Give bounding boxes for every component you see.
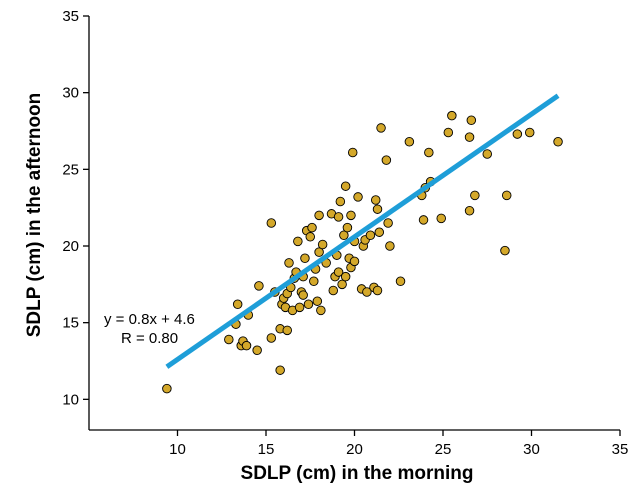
data-point [340, 271, 351, 282]
x-tick-label: 10 [169, 441, 186, 458]
data-point [383, 218, 393, 228]
data-point [470, 190, 480, 201]
data-point [447, 110, 457, 121]
data-point [340, 181, 351, 191]
data-point [524, 127, 535, 138]
data-point [241, 340, 252, 351]
data-point [316, 305, 326, 316]
data-point [466, 115, 477, 126]
data-point [365, 230, 376, 241]
y-tick-label: 30 [62, 85, 79, 102]
y-tick-label: 35 [62, 8, 79, 25]
data-point [353, 192, 363, 202]
data-point [436, 213, 446, 224]
x-tick-label: 15 [258, 441, 275, 458]
x-ticks: 10 15 20 25 30 35 [169, 430, 628, 458]
data-point [385, 241, 395, 251]
data-point [512, 129, 523, 139]
data-points [162, 110, 563, 394]
data-point [333, 212, 344, 222]
y-axis-label: SDLP (cm) in the afternoon [24, 93, 45, 338]
data-point [464, 205, 475, 216]
data-point [254, 281, 264, 291]
data-point [443, 127, 454, 138]
data-point [395, 276, 406, 287]
data-point [346, 210, 356, 221]
data-point [284, 258, 294, 268]
y-tick-label: 20 [62, 238, 79, 255]
y-tick-label: 25 [62, 161, 79, 178]
data-point [424, 147, 434, 158]
data-point [314, 247, 324, 257]
data-point [376, 123, 386, 133]
data-point [162, 383, 172, 394]
data-point [303, 299, 314, 310]
data-point [282, 325, 292, 336]
data-point [293, 236, 303, 247]
data-point [224, 334, 234, 345]
data-point [312, 296, 323, 306]
data-point [347, 147, 358, 158]
data-point [232, 299, 243, 310]
correlation-label: R = 0.80 [121, 330, 178, 347]
data-point [337, 279, 347, 290]
y-tick-label: 10 [62, 391, 79, 408]
data-point [372, 285, 383, 296]
data-point [300, 253, 310, 264]
x-tick-label: 20 [346, 441, 363, 458]
data-point [314, 210, 324, 221]
data-point [370, 195, 381, 205]
data-point [374, 227, 385, 237]
data-point [266, 218, 277, 228]
data-point [464, 132, 475, 142]
data-point [372, 204, 383, 214]
regression-line [165, 93, 560, 369]
data-point [317, 239, 328, 250]
data-point [309, 276, 319, 287]
regression-equation: y = 0.8x + 4.6 [104, 311, 195, 328]
data-point [294, 302, 305, 313]
data-point [275, 365, 285, 375]
data-point [381, 155, 392, 165]
data-point [404, 136, 415, 147]
data-point [342, 222, 353, 233]
data-point [362, 287, 372, 297]
data-point [305, 232, 316, 242]
data-point [482, 149, 493, 159]
x-axis-label: SDLP (cm) in the morning [241, 463, 474, 484]
data-point [335, 196, 346, 207]
x-tick-label: 25 [435, 441, 452, 458]
data-point [252, 345, 262, 356]
x-tick-label: 30 [523, 441, 540, 458]
data-point [349, 256, 360, 267]
data-point [266, 333, 277, 343]
data-point [339, 230, 349, 241]
y-ticks: 10 15 20 25 30 35 [62, 8, 89, 408]
x-tick-label: 35 [612, 441, 629, 458]
data-point [418, 215, 429, 225]
data-point [333, 267, 344, 277]
data-point [553, 136, 563, 147]
data-point [501, 190, 512, 201]
data-point [307, 222, 317, 233]
data-point [500, 245, 510, 256]
y-tick-label: 15 [62, 315, 79, 332]
data-point [328, 285, 339, 296]
data-point [298, 290, 308, 300]
